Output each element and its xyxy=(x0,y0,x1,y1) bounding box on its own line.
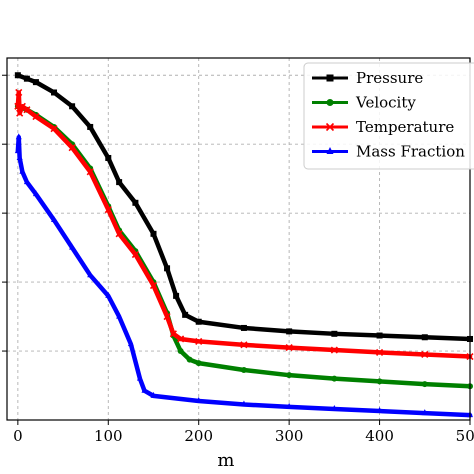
data-point-mass-fraction xyxy=(87,271,94,278)
x-tick-label: 400 xyxy=(365,427,394,445)
data-point-velocity xyxy=(186,356,193,363)
data-point-mass-fraction xyxy=(136,374,143,381)
data-point-pressure xyxy=(195,318,202,325)
legend-marker-temperature xyxy=(325,122,335,132)
series-line-mass-fraction xyxy=(15,135,473,418)
data-point-pressure xyxy=(240,324,247,331)
x-tick-label: 0 xyxy=(13,427,23,445)
data-point-mass-fraction xyxy=(331,404,338,411)
x-axis-label: m xyxy=(217,450,234,471)
data-point-temperature xyxy=(376,348,384,356)
x-tick-label: 300 xyxy=(275,427,304,445)
legend: Pressure Velocity Temperature Mass Fraction xyxy=(303,62,474,170)
data-point-pressure xyxy=(32,79,39,86)
data-point-temperature xyxy=(86,168,94,176)
legend-marker-pressure xyxy=(326,74,334,82)
data-point-pressure xyxy=(331,330,338,337)
data-point-velocity xyxy=(331,375,338,382)
data-point-temperature xyxy=(163,313,171,321)
legend-marker-velocity xyxy=(326,99,334,106)
legend-label-pressure: Pressure xyxy=(356,69,423,87)
axis-ticks: 0 100 200 300 400 500 xyxy=(2,74,474,445)
data-point-mass-fraction xyxy=(141,386,148,393)
legend-marker-mass-fraction xyxy=(326,147,334,154)
data-point-mass-fraction xyxy=(69,243,76,250)
series-lines xyxy=(14,72,474,418)
data-point-mass-fraction xyxy=(51,216,58,223)
data-point-temperature xyxy=(421,350,429,359)
data-point-velocity xyxy=(376,378,383,385)
series-mass-fraction xyxy=(14,133,473,418)
plot-frame xyxy=(6,57,471,421)
data-point-mass-fraction xyxy=(376,407,383,414)
legend-box xyxy=(303,62,474,170)
data-point-mass-fraction xyxy=(32,190,39,197)
data-point-temperature xyxy=(177,335,185,343)
data-point-temperature xyxy=(131,250,139,259)
data-point-temperature xyxy=(50,125,58,133)
data-point-temperature xyxy=(330,346,338,354)
data-point-velocity xyxy=(286,372,293,379)
data-point-temperature xyxy=(195,337,203,345)
legend-entry-mass-fraction: Mass Fraction xyxy=(312,143,465,161)
data-point-mass-fraction xyxy=(240,400,247,407)
data-point-temperature xyxy=(16,109,24,117)
data-point-temperature xyxy=(240,341,248,349)
data-point-pressure xyxy=(14,72,21,79)
data-point-mass-fraction xyxy=(195,397,202,404)
data-point-temperature xyxy=(115,230,123,238)
data-point-temperature xyxy=(104,206,112,214)
data-point-pressure xyxy=(173,292,180,299)
series-temperature xyxy=(14,88,474,361)
data-point-temperature xyxy=(15,88,23,97)
legend-label-mass-fraction: Mass Fraction xyxy=(356,143,465,161)
data-point-pressure xyxy=(182,311,189,318)
data-point-temperature xyxy=(23,106,31,114)
data-point-pressure xyxy=(164,265,171,272)
data-point-mass-fraction xyxy=(16,153,23,160)
x-tick-label: 200 xyxy=(184,427,213,445)
data-point-temperature xyxy=(285,344,293,352)
legend-entry-temperature: Temperature xyxy=(312,118,454,136)
data-point-pressure xyxy=(150,230,157,237)
data-point-pressure xyxy=(421,334,428,341)
data-point-mass-fraction xyxy=(127,340,134,347)
data-point-pressure xyxy=(51,89,58,96)
x-tick-label: 500 xyxy=(456,427,474,445)
x-tick-label: 100 xyxy=(94,427,123,445)
legend-entry-velocity: Velocity xyxy=(312,94,416,112)
data-point-mass-fraction xyxy=(23,178,30,185)
data-point-temperature xyxy=(149,281,158,290)
data-point-pressure xyxy=(376,332,383,339)
data-point-pressure xyxy=(116,179,123,186)
data-point-pressure xyxy=(23,75,30,82)
data-point-pressure xyxy=(132,199,139,206)
data-point-velocity xyxy=(421,381,428,388)
data-point-mass-fraction xyxy=(15,133,22,140)
data-point-mass-fraction xyxy=(105,291,112,298)
legend-label-velocity: Velocity xyxy=(355,94,416,112)
data-point-temperature xyxy=(169,330,177,338)
data-point-temperature xyxy=(68,144,76,152)
data-point-pressure xyxy=(105,154,112,161)
data-point-mass-fraction xyxy=(19,167,26,174)
data-point-mass-fraction xyxy=(421,409,428,416)
data-point-mass-fraction xyxy=(150,391,157,398)
series-line-pressure xyxy=(15,72,473,342)
data-point-mass-fraction xyxy=(286,402,293,409)
legend-entry-pressure: Pressure xyxy=(312,69,423,87)
data-point-pressure xyxy=(69,103,76,110)
data-point-temperature xyxy=(32,113,40,121)
series-pressure xyxy=(14,72,473,342)
data-point-velocity xyxy=(195,360,202,367)
data-point-mass-fraction xyxy=(14,147,21,154)
data-point-mass-fraction xyxy=(116,312,123,319)
data-point-velocity xyxy=(177,348,184,355)
legend-label-temperature: Temperature xyxy=(356,118,454,136)
data-point-pressure xyxy=(87,123,94,130)
data-point-velocity xyxy=(240,367,247,374)
data-point-pressure xyxy=(286,328,293,335)
